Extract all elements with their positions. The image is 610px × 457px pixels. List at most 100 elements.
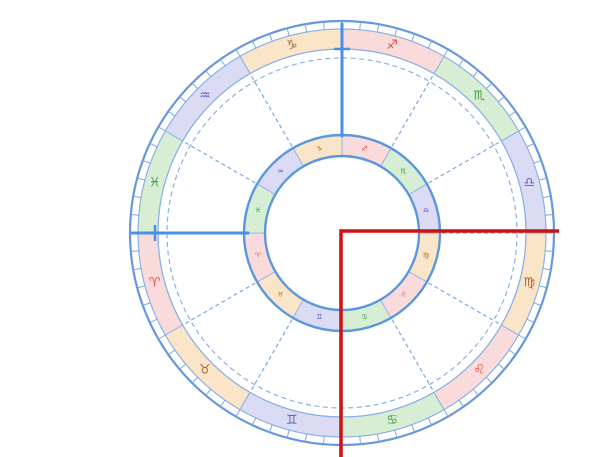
chart-axes [130,22,350,241]
degree-tick [142,160,151,164]
degree-tick [538,285,547,289]
sign-glyph-capricorn: ♑ [286,38,298,53]
degree-tick [286,28,290,37]
degree-tick [542,267,551,271]
inner-sign-glyph-leo: ♌ [400,291,406,299]
sign-glyph-aquarius: ♒ [199,88,211,103]
degree-tick [269,424,273,433]
degree-tick [323,21,325,30]
degree-tick [526,142,535,148]
degree-tick [394,429,398,438]
degree-tick [485,376,493,384]
inner-sign-glyph-taurus: ♉ [277,291,283,299]
degree-tick [158,126,166,132]
sign-glyph-cancer: ♋ [386,413,398,428]
degree-tick [359,436,361,445]
degree-tick [376,433,380,442]
degree-tick [251,40,257,49]
inner-sign-glyph-libra: ♎ [423,206,429,214]
sign-glyph-pisces: ♓ [149,175,161,190]
house-cusp-line-30 [428,140,501,184]
degree-tick [497,363,505,370]
crosshair-overlay [339,229,559,457]
degree-tick [538,177,547,181]
degree-tick [427,417,433,426]
degree-tick [411,424,415,433]
house-cusp-line-120 [249,74,293,147]
degree-tick [286,429,290,438]
degree-tick [508,349,516,356]
degree-tick [533,302,542,306]
degree-tick [497,96,505,103]
degree-tick [458,59,465,67]
degree-tick [518,126,526,132]
degree-tick [359,21,361,30]
degree-tick [149,142,158,148]
degree-tick [133,195,142,199]
inner-sign-glyph-pisces: ♓ [255,206,261,214]
house-cusp-line-240 [249,319,293,392]
degree-tick [179,96,187,103]
degree-tick [545,214,554,216]
sign-glyph-taurus: ♉ [199,363,211,378]
degree-tick [219,59,226,67]
degree-tick [269,33,273,42]
degree-tick [149,318,158,324]
degree-tick [158,334,166,340]
house-cusp-line-150 [183,140,256,184]
sign-glyph-virgo: ♍ [524,276,536,291]
degree-tick [179,363,187,370]
degree-tick [508,110,516,117]
degree-tick [411,33,415,42]
degree-tick [130,214,139,216]
degree-tick [235,409,241,417]
degree-tick [533,160,542,164]
degree-tick [304,24,308,33]
degree-tick [427,40,433,49]
inner-sign-glyph-gemini: ♊ [316,313,322,321]
degree-tick [168,110,176,117]
degree-tick [219,399,226,407]
degree-tick [235,49,241,57]
degree-tick [168,349,176,356]
sign-glyph-libra: ♎ [524,175,536,190]
sign-glyph-scorpio: ♏ [473,88,485,103]
inner-sign-glyph-virgo: ♍ [423,252,430,260]
sign-glyph-leo: ♌ [473,363,485,378]
inner-sign-glyph-cancer: ♋ [361,313,367,321]
house-cusp-line-60 [391,74,435,147]
degree-tick [542,195,551,199]
degree-tick [443,49,449,57]
house-cusp-line-300 [391,319,435,392]
degree-tick [205,388,212,396]
inner-sign-glyph-sagittarius: ♐ [361,145,367,153]
degree-tick [205,70,212,78]
degree-tick [518,334,526,340]
degree-tick [304,433,308,442]
degree-tick [443,409,449,417]
degree-tick [191,376,199,384]
degree-tick [133,267,142,271]
degree-tick [142,302,151,306]
degree-tick [130,250,139,252]
degree-tick [545,250,554,252]
inner-sign-glyph-aquarius: ♒ [277,167,283,175]
house-cusp-line-330 [428,282,501,326]
degree-tick [472,388,479,396]
degree-tick [394,28,398,37]
sign-glyph-aries: ♈ [149,276,161,291]
degree-tick [526,318,535,324]
house-cusp-line-210 [183,282,256,326]
degree-tick [323,436,325,445]
degree-tick [137,177,146,181]
inner-sign-glyph-capricorn: ♑ [316,145,322,153]
degree-tick [376,24,380,33]
degree-tick [137,285,146,289]
degree-tick [485,82,493,90]
inner-sign-glyph-aries: ♈ [255,252,262,260]
sign-glyph-sagittarius: ♐ [386,38,398,53]
sign-glyph-gemini: ♊ [286,413,298,428]
inner-sign-glyph-scorpio: ♏ [400,167,407,175]
